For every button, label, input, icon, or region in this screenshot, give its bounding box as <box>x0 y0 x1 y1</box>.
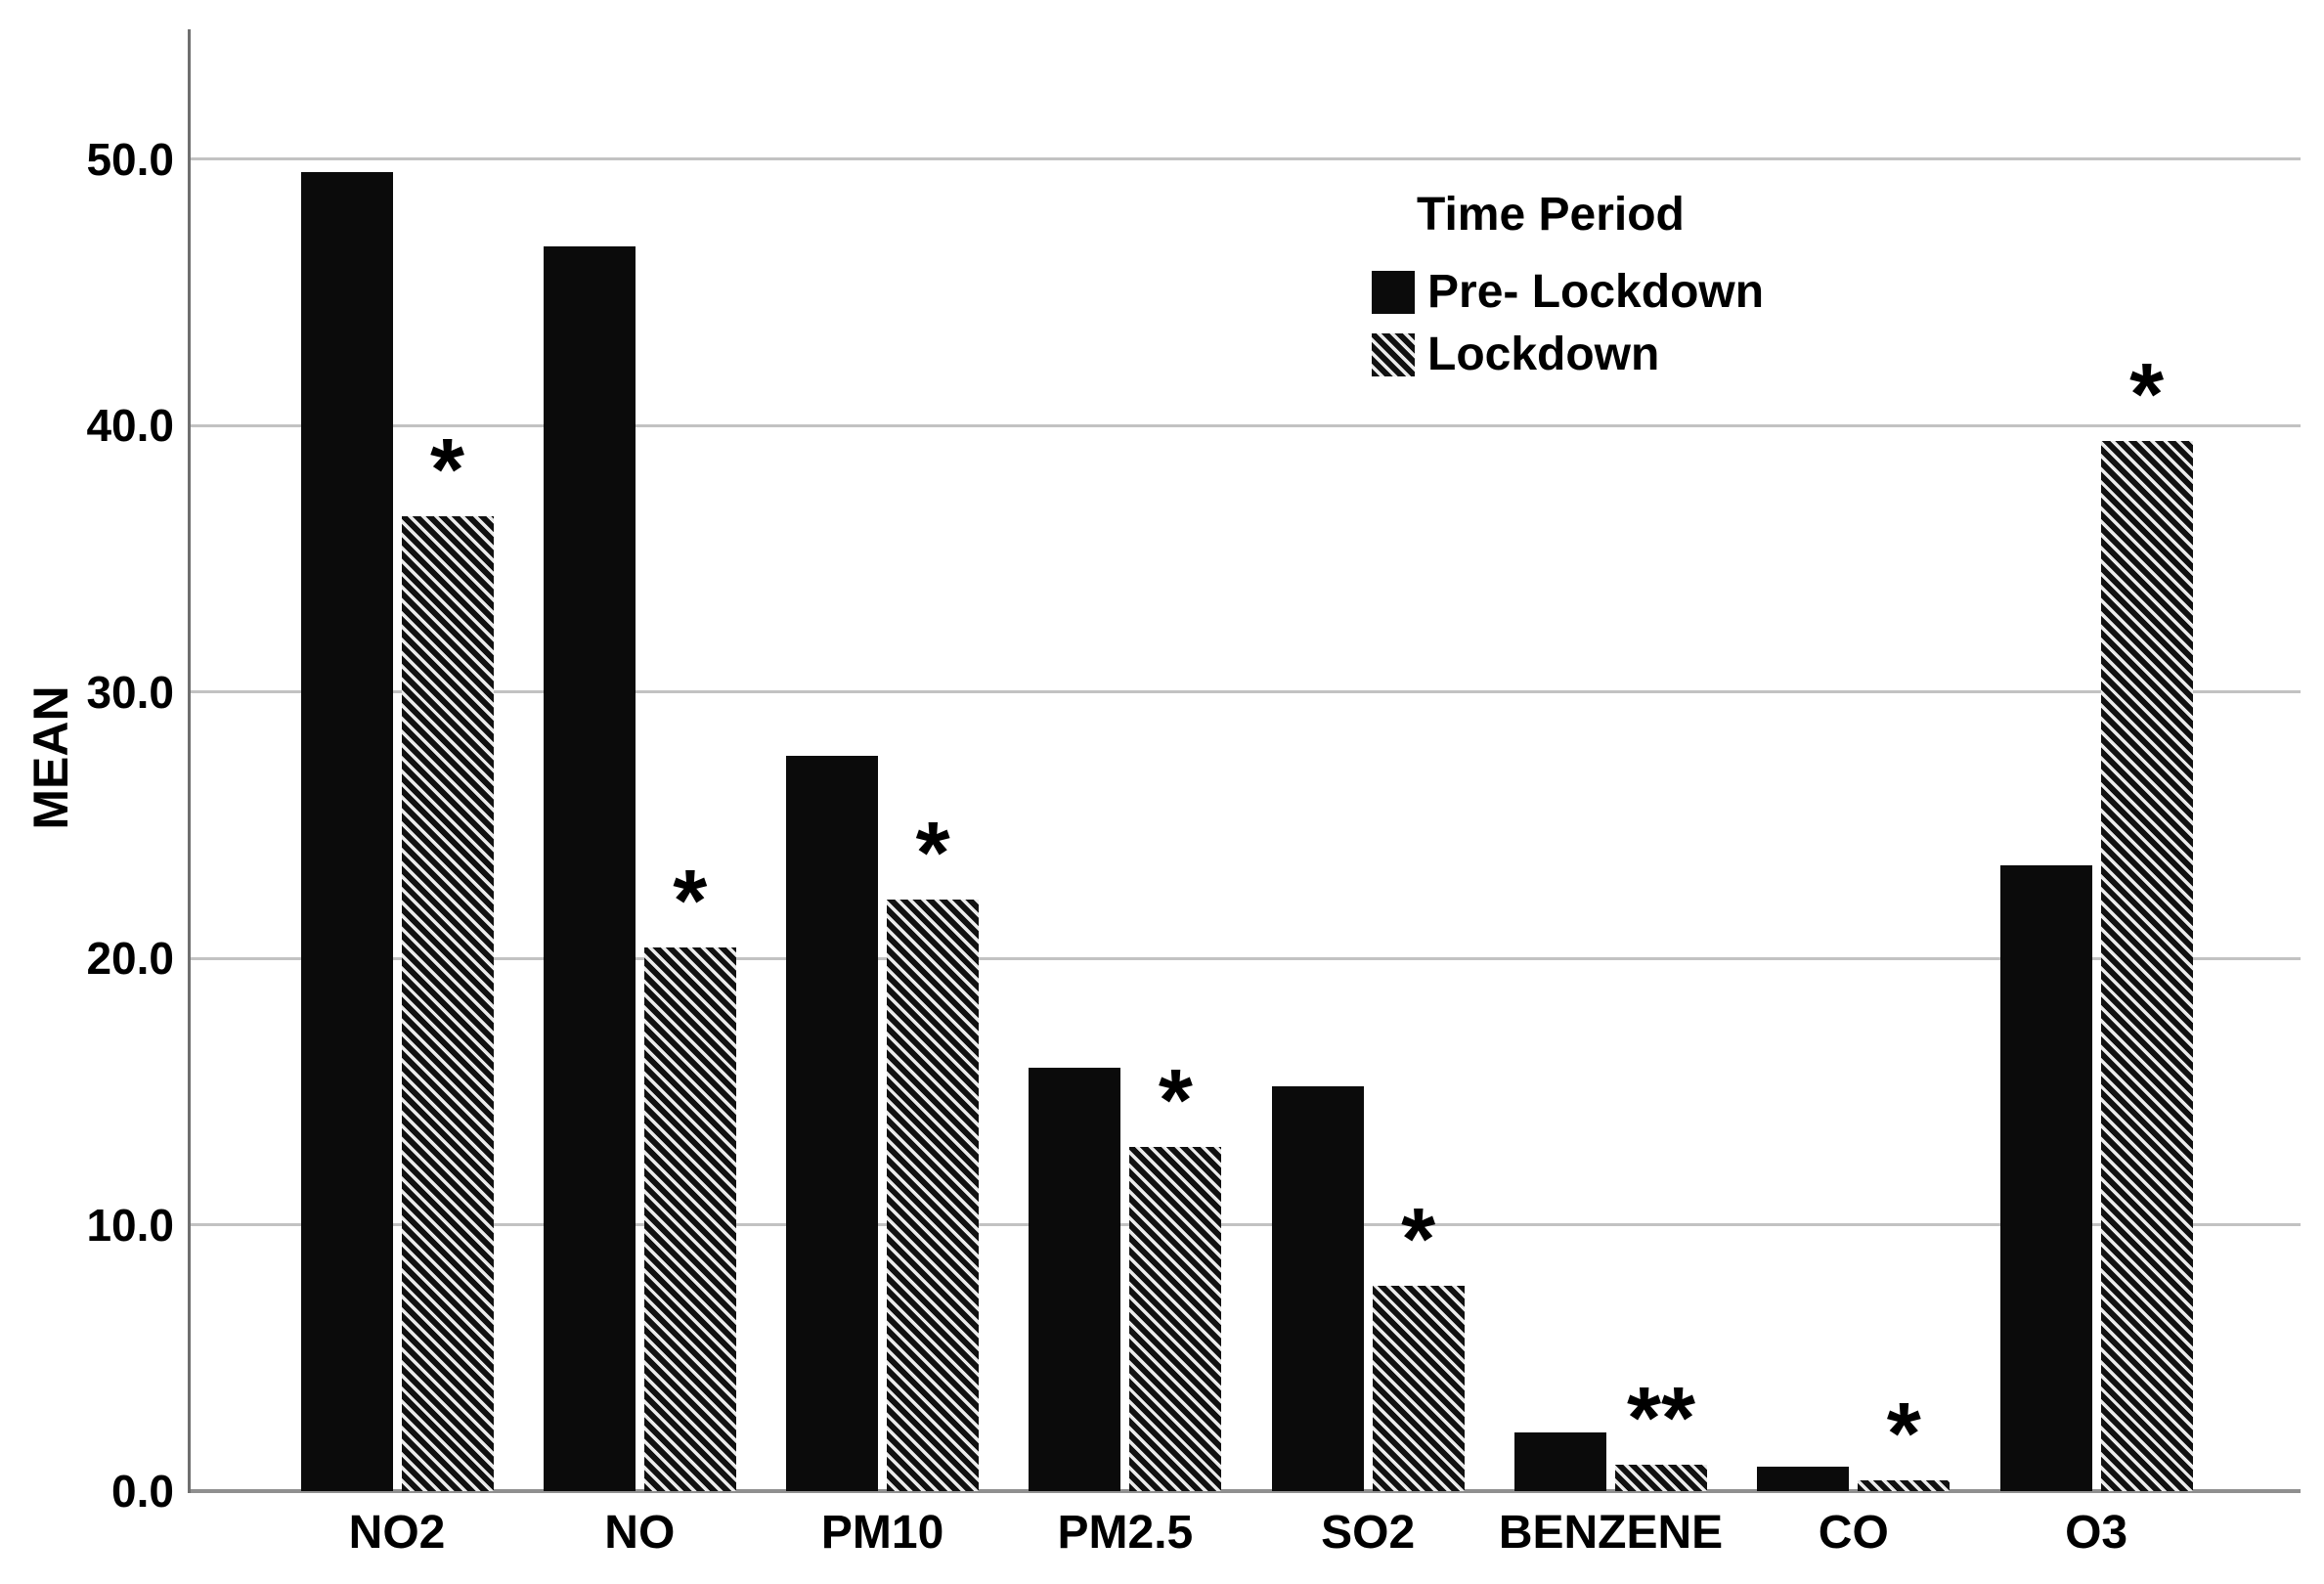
bar-lockdown-pm10 <box>887 900 980 1491</box>
x-axis-label-co: CO <box>1818 1507 1889 1559</box>
x-axis-label-o3: O3 <box>2065 1507 2128 1559</box>
significance-marker-so2: * <box>1401 1191 1436 1290</box>
bar-lockdown-co <box>1858 1480 1951 1491</box>
legend-swatch-pre-lockdown <box>1372 271 1415 314</box>
significance-marker-o3: * <box>2129 346 2165 445</box>
legend-label-pre-lockdown: Pre- Lockdown <box>1427 266 1765 318</box>
bar-lockdown-no <box>643 947 736 1491</box>
bar-pre-lockdown-pm2-5 <box>1029 1067 1121 1491</box>
bar-pre-lockdown-no2 <box>300 172 393 1491</box>
bar-lockdown-so2 <box>1372 1286 1465 1491</box>
legend-item-lockdown: Lockdown <box>1372 330 1764 379</box>
y-axis-title: MEAN <box>23 685 78 830</box>
bar-pre-lockdown-o3 <box>1999 864 2092 1491</box>
bar-lockdown-pm2-5 <box>1129 1147 1222 1491</box>
y-tick-label-40.0: 40.0 <box>86 400 174 451</box>
x-axis-label-benzene: BENZENE <box>1498 1507 1724 1559</box>
significance-marker-benzene: ** <box>1626 1369 1696 1468</box>
y-axis-line <box>187 29 191 1493</box>
significance-marker-no2: * <box>429 420 465 519</box>
legend-label-lockdown: Lockdown <box>1427 329 1660 380</box>
bar-pre-lockdown-so2 <box>1271 1085 1364 1491</box>
legend-title: Time Period <box>1417 189 1685 241</box>
gridline-40 <box>189 423 2301 427</box>
bar-pre-lockdown-pm10 <box>786 755 879 1491</box>
y-tick-label-50.0: 50.0 <box>86 133 174 185</box>
significance-marker-pm2-5: * <box>1158 1052 1193 1151</box>
significance-marker-no: * <box>673 853 708 951</box>
y-tick-label-30.0: 30.0 <box>86 666 174 718</box>
legend-swatch-lockdown <box>1372 333 1415 376</box>
gridline-20 <box>189 956 2301 960</box>
legend: Time Period Pre- Lockdown Lockdown <box>1372 188 1764 379</box>
y-tick-label-0.0: 0.0 <box>111 1466 174 1517</box>
gridline-0 <box>189 1489 2301 1493</box>
bar-lockdown-o3 <box>2100 441 2193 1491</box>
bar-lockdown-no2 <box>401 515 494 1491</box>
y-tick-label-10.0: 10.0 <box>86 1199 174 1251</box>
significance-marker-co: * <box>1886 1386 1921 1484</box>
x-axis-label-no2: NO2 <box>348 1507 446 1559</box>
bar-pre-lockdown-no <box>543 246 636 1491</box>
x-axis-label-pm10: PM10 <box>820 1507 944 1559</box>
bar-lockdown-benzene <box>1615 1464 1707 1491</box>
significance-marker-pm10: * <box>915 805 950 903</box>
gridline-10 <box>189 1223 2301 1226</box>
bar-pre-lockdown-benzene <box>1514 1432 1606 1491</box>
x-axis-label-so2: SO2 <box>1321 1507 1416 1559</box>
x-axis-label-pm2-5: PM2.5 <box>1057 1507 1194 1559</box>
legend-item-pre-lockdown: Pre- Lockdown <box>1372 268 1764 317</box>
x-axis-label-no: NO <box>604 1507 676 1559</box>
bar-pre-lockdown-co <box>1757 1467 1850 1491</box>
gridline-50 <box>189 157 2301 160</box>
gridline-30 <box>189 690 2301 693</box>
y-tick-label-20.0: 20.0 <box>86 933 174 984</box>
